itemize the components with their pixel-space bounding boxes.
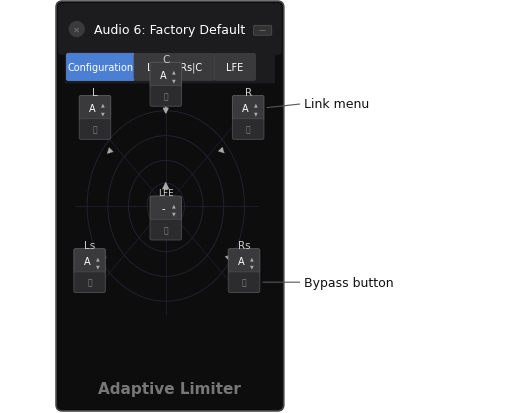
Text: LFE: LFE bbox=[158, 188, 174, 197]
Text: ▲: ▲ bbox=[254, 102, 258, 107]
Text: Bypass button: Bypass button bbox=[304, 276, 394, 289]
FancyBboxPatch shape bbox=[254, 26, 272, 36]
Text: A: A bbox=[242, 104, 248, 114]
Text: ⏻: ⏻ bbox=[93, 125, 97, 134]
Text: —: — bbox=[259, 27, 266, 33]
Text: C: C bbox=[162, 55, 170, 65]
FancyBboxPatch shape bbox=[58, 4, 282, 56]
Text: ▲: ▲ bbox=[96, 255, 99, 260]
FancyBboxPatch shape bbox=[65, 51, 275, 84]
FancyBboxPatch shape bbox=[150, 86, 182, 107]
Text: LFE: LFE bbox=[227, 63, 244, 73]
Text: ◂: ◂ bbox=[95, 249, 109, 263]
Text: ◂: ◂ bbox=[103, 144, 117, 157]
FancyBboxPatch shape bbox=[232, 119, 264, 140]
Text: Ls: Ls bbox=[84, 241, 95, 251]
Text: A: A bbox=[89, 104, 96, 114]
FancyBboxPatch shape bbox=[150, 220, 182, 240]
FancyBboxPatch shape bbox=[150, 197, 182, 221]
Text: ▼: ▼ bbox=[172, 211, 175, 216]
FancyBboxPatch shape bbox=[214, 54, 256, 81]
Text: ▼: ▼ bbox=[96, 263, 99, 268]
Text: ⏻: ⏻ bbox=[242, 278, 246, 287]
Circle shape bbox=[69, 22, 84, 38]
FancyBboxPatch shape bbox=[66, 54, 135, 81]
Text: ⏻: ⏻ bbox=[163, 92, 168, 101]
Text: -: - bbox=[161, 204, 165, 214]
Text: Configuration: Configuration bbox=[67, 63, 134, 73]
FancyBboxPatch shape bbox=[74, 272, 105, 293]
Text: ▲: ▲ bbox=[172, 203, 175, 208]
FancyBboxPatch shape bbox=[150, 63, 182, 88]
Text: L-R|Ls-Rs|C: L-R|Ls-Rs|C bbox=[147, 62, 202, 73]
Text: Audio 6: Factory Default: Audio 6: Factory Default bbox=[94, 24, 245, 36]
Text: L: L bbox=[92, 88, 98, 98]
Text: A: A bbox=[160, 71, 167, 81]
Text: Rs: Rs bbox=[238, 241, 251, 251]
FancyBboxPatch shape bbox=[228, 249, 260, 274]
Text: ▸: ▸ bbox=[215, 144, 229, 157]
Text: R: R bbox=[245, 88, 252, 98]
Text: Adaptive Limiter: Adaptive Limiter bbox=[99, 381, 241, 396]
Text: ▼: ▼ bbox=[172, 78, 175, 83]
Text: ▲: ▲ bbox=[162, 180, 170, 190]
Text: A: A bbox=[84, 256, 90, 266]
Text: Link menu: Link menu bbox=[304, 98, 370, 111]
Text: ⏻: ⏻ bbox=[163, 225, 168, 235]
Text: ▲: ▲ bbox=[101, 102, 105, 107]
FancyBboxPatch shape bbox=[228, 272, 260, 293]
Text: ▲: ▲ bbox=[250, 255, 254, 260]
FancyBboxPatch shape bbox=[134, 54, 215, 81]
Text: ▸: ▸ bbox=[223, 249, 237, 263]
Text: ⏻: ⏻ bbox=[87, 278, 92, 287]
FancyBboxPatch shape bbox=[232, 96, 264, 121]
Text: ▲: ▲ bbox=[172, 69, 175, 74]
FancyBboxPatch shape bbox=[79, 119, 111, 140]
Text: ▲: ▲ bbox=[161, 88, 171, 101]
FancyBboxPatch shape bbox=[74, 249, 105, 274]
Text: ✕: ✕ bbox=[73, 26, 80, 34]
Text: ⏻: ⏻ bbox=[246, 125, 251, 134]
Text: A: A bbox=[238, 256, 244, 266]
Text: ▼: ▼ bbox=[101, 111, 105, 116]
Text: ▼: ▼ bbox=[254, 111, 258, 116]
FancyBboxPatch shape bbox=[56, 2, 284, 411]
FancyBboxPatch shape bbox=[79, 96, 111, 121]
Text: ▼: ▼ bbox=[250, 263, 254, 268]
